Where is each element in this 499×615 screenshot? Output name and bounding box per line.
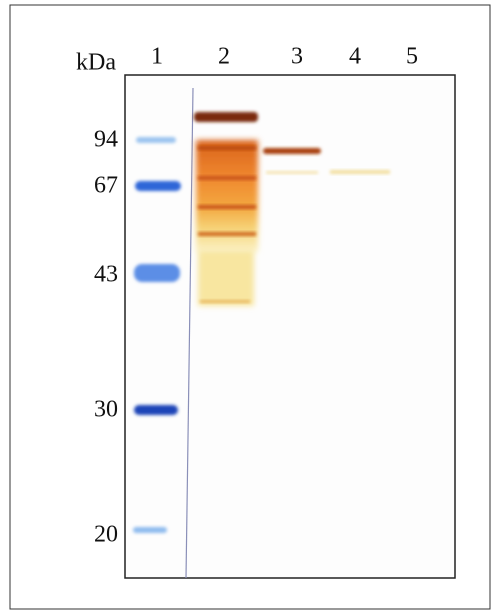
band — [134, 264, 180, 282]
marker-label: 94 — [94, 127, 118, 153]
marker-label: 67 — [94, 173, 118, 199]
sample-lane-2 — [194, 112, 258, 306]
lane-label: 5 — [406, 44, 418, 70]
lane-label: 1 — [151, 44, 163, 70]
band — [330, 170, 390, 174]
gel — [124, 74, 456, 579]
lane-label: 2 — [218, 44, 230, 70]
marker-label: 20 — [94, 522, 118, 548]
lane-label: 3 — [291, 44, 303, 70]
marker-label: 43 — [94, 262, 118, 288]
gel-edge — [185, 87, 194, 579]
band — [266, 171, 318, 174]
band — [198, 205, 256, 209]
band — [134, 405, 178, 415]
band — [263, 148, 321, 154]
band — [198, 232, 256, 236]
smear — [198, 250, 254, 306]
band — [136, 137, 176, 143]
band — [194, 112, 258, 122]
band — [135, 181, 181, 191]
band — [133, 527, 167, 533]
marker-lane — [133, 137, 181, 533]
band — [198, 146, 256, 150]
lane-label: 4 — [349, 44, 361, 70]
band — [198, 176, 256, 180]
band — [200, 300, 250, 303]
unit-label: kDa — [76, 50, 116, 76]
marker-label: 30 — [94, 397, 118, 423]
